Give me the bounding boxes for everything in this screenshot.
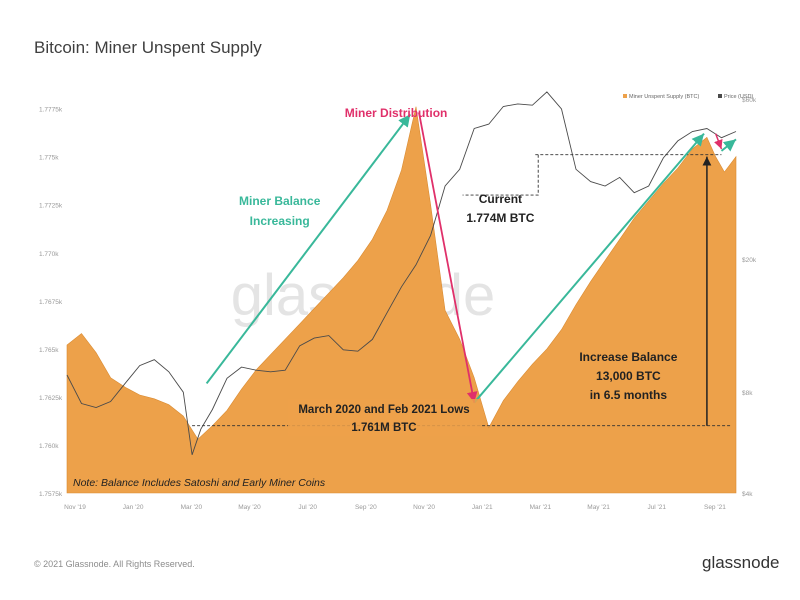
chart-container: glassnode 1.7575k1.760k1.7625k1.765k1.76… [33, 85, 775, 517]
increase-arrow-2020 [205, 113, 412, 385]
x-tick-label: Sep '20 [355, 504, 377, 511]
distribution-arrow [418, 112, 478, 403]
y-right-tick-label: $4k [742, 491, 753, 498]
annotations: Miner Distribution Miner Balance Increasin… [73, 106, 737, 489]
lows-label-bg [288, 399, 480, 436]
price-line [66, 91, 737, 455]
y-left-tick-label: 1.7775k [39, 107, 63, 114]
x-tick-label: Nov '19 [64, 504, 86, 511]
footer-copyright: © 2021 Glassnode. All Rights Reserved. [34, 559, 195, 569]
lows-label-line2: 1.761M BTC [351, 422, 416, 434]
miner-balance-label-line1: Miner Balance [239, 194, 321, 208]
area-layer [66, 106, 737, 494]
legend-swatch [623, 94, 627, 98]
y-left-tick-label: 1.7625k [39, 395, 63, 402]
y-left-tick-label: 1.7725k [39, 203, 63, 210]
lows-label-line1: March 2020 and Feb 2021 Lows [298, 404, 469, 416]
current-label-line2: 1.774M BTC [466, 211, 534, 225]
note-label: Note: Balance Includes Satoshi and Early… [73, 477, 326, 489]
current-dashed-bracket [462, 154, 539, 196]
distribution-arrow-current [714, 133, 723, 150]
y-right-tick-label: $8k [742, 390, 753, 397]
increase-arrow-current [720, 138, 737, 152]
x-tick-label: Mar '20 [181, 504, 203, 511]
x-tick-label: Nov '20 [413, 504, 435, 511]
right-axis: $4k $8k $20k $60k [742, 97, 757, 498]
y-left-tick-label: 1.7675k [39, 299, 63, 306]
page-title: Bitcoin: Miner Unspent Supply [34, 38, 262, 57]
increase-balance-line3: in 6.5 months [590, 388, 668, 402]
y-right-tick-label: $20k [742, 257, 757, 264]
miner-distribution-label: Miner Distribution [345, 106, 448, 120]
legend-label: Price (USD) [724, 94, 754, 100]
y-left-tick-label: 1.7575k [39, 491, 63, 498]
price-layer [66, 91, 737, 455]
y-left-tick-label: 1.770k [39, 251, 59, 258]
current-label-line1: Current [479, 192, 522, 206]
x-tick-label: Jan '21 [472, 504, 493, 511]
y-left-tick-label: 1.760k [39, 443, 59, 450]
y-left-tick-label: 1.775k [39, 155, 59, 162]
y-left-tick-label: 1.765k [39, 347, 59, 354]
x-axis: Nov '19 Jan '20 Mar '20 May '20 Jul '20 Sep '… [64, 504, 726, 511]
left-axis: 1.7575k 1.760k 1.7625k 1.765k 1.7675k 1.770k 1… [39, 107, 63, 498]
x-tick-label: Jul '21 [647, 504, 666, 511]
footer-brand-logo: glassnode [702, 553, 780, 572]
x-tick-label: May '20 [238, 504, 261, 511]
legend-swatch [718, 94, 722, 98]
chart-svg: glassnode 1.7575k1.760k1.7625k1.765k1.76… [33, 85, 775, 517]
y-right-tick-label: $60k [742, 97, 757, 104]
miner-supply-area [66, 106, 737, 494]
legend-label: Miner Unspent Supply (BTC) [629, 94, 699, 100]
x-tick-label: Mar '21 [530, 504, 552, 511]
miner-balance-label-line2: Increasing [250, 214, 310, 228]
x-tick-label: Jan '20 [123, 504, 144, 511]
x-tick-label: May '21 [587, 504, 610, 511]
x-tick-label: Sep '21 [704, 504, 726, 511]
increase-arrow-2021 [473, 132, 705, 404]
chart-legend: Miner Unspent Supply (BTC) Price (USD) [623, 94, 754, 100]
x-tick-label: Jul '20 [298, 504, 317, 511]
increase-balance-line1: Increase Balance [579, 350, 677, 364]
increase-balance-line2: 13,000 BTC [596, 369, 661, 383]
